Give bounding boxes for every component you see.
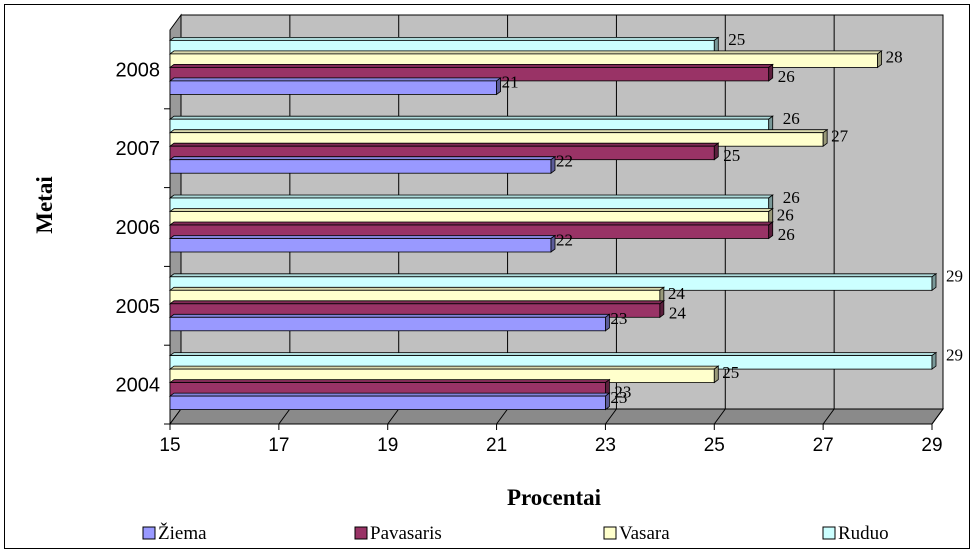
x-tick-label: 25 xyxy=(704,435,725,456)
legend-label: Ruduo xyxy=(838,523,889,544)
legend-swatch xyxy=(354,526,368,540)
bar-end xyxy=(550,155,556,174)
bar-top xyxy=(168,156,557,161)
bar-top xyxy=(168,221,774,226)
data-label: 26 xyxy=(778,225,795,244)
data-label: 26 xyxy=(783,188,800,207)
bar xyxy=(169,316,606,332)
bar-end xyxy=(713,365,719,384)
bar-end xyxy=(605,313,610,332)
legend-label: Vasara xyxy=(619,523,670,544)
bar-top xyxy=(168,37,720,41)
bar-top xyxy=(168,50,883,55)
bar-end xyxy=(931,272,937,292)
bar-end xyxy=(822,128,828,147)
legend-label: Pavasaris xyxy=(370,523,442,544)
x-tick-label: 23 xyxy=(595,435,616,456)
x-tick-label: 29 xyxy=(921,435,942,456)
bar-end xyxy=(496,77,501,96)
bar-top xyxy=(168,194,774,199)
bar-end xyxy=(550,234,556,253)
bar-top xyxy=(168,392,611,397)
data-label: 26 xyxy=(777,205,794,224)
gridline-floor xyxy=(387,408,400,425)
bar xyxy=(169,238,552,253)
legend-swatch xyxy=(603,526,617,540)
data-label: 28 xyxy=(886,48,903,67)
bar-top xyxy=(168,142,720,147)
legend-swatch xyxy=(142,526,156,540)
bar-top xyxy=(168,64,774,68)
bar-top xyxy=(168,365,720,370)
bar-end xyxy=(877,50,882,69)
x-tick-label: 21 xyxy=(486,435,507,456)
bar-end xyxy=(605,392,610,411)
data-label: 23 xyxy=(610,388,627,407)
legend-swatch xyxy=(822,526,836,540)
legend-label: Žiema xyxy=(158,522,207,544)
bar-top xyxy=(168,129,829,134)
bar-end xyxy=(713,142,719,161)
x-tick-label: 17 xyxy=(268,435,289,456)
y-category-label: 2005 xyxy=(116,296,161,318)
gridline-floor xyxy=(713,408,726,425)
x-tick-label: 27 xyxy=(813,435,834,456)
x-tick-label: 15 xyxy=(159,435,180,456)
data-label: 24 xyxy=(669,304,687,323)
bar-end xyxy=(931,351,937,370)
y-category-label: 2007 xyxy=(116,138,161,160)
bar-end xyxy=(659,299,665,319)
x-tick-label: 19 xyxy=(377,435,398,456)
data-label: 25 xyxy=(723,146,740,165)
bar-top xyxy=(168,379,611,384)
data-label: 26 xyxy=(778,67,795,86)
bar-end xyxy=(768,221,774,240)
y-category-label: 2008 xyxy=(116,59,161,81)
data-label: 25 xyxy=(728,30,745,49)
bar-top xyxy=(168,352,938,357)
data-label: 23 xyxy=(614,382,631,401)
data-label: 22 xyxy=(556,151,573,170)
data-label: 22 xyxy=(556,230,573,249)
data-label: 25 xyxy=(722,363,739,382)
gridline-floor xyxy=(822,408,835,425)
gridline-floor xyxy=(605,408,617,425)
bar-top xyxy=(168,273,938,278)
data-label: 27 xyxy=(831,126,849,145)
y-category-label: 2006 xyxy=(116,217,161,239)
y-axis-title: Metai xyxy=(32,176,57,234)
bar-top xyxy=(168,77,502,82)
data-label: 21 xyxy=(502,73,519,92)
bar-top xyxy=(168,208,774,212)
bar-top xyxy=(168,313,611,318)
bar-end xyxy=(768,63,774,82)
bar xyxy=(169,395,606,411)
data-label: 24 xyxy=(668,284,686,303)
bar-top xyxy=(168,235,557,239)
bar-top xyxy=(168,115,774,120)
y-category-label: 2004 xyxy=(116,375,161,397)
bar-top xyxy=(168,286,666,291)
gridline-floor xyxy=(496,408,508,425)
data-label: 23 xyxy=(610,309,627,328)
bar-top xyxy=(168,300,666,305)
data-label: 29 xyxy=(946,267,963,286)
x-axis-title: Procentai xyxy=(507,485,602,510)
gridline-floor xyxy=(931,408,944,425)
data-label: 29 xyxy=(946,345,963,364)
bar xyxy=(169,80,497,95)
bar xyxy=(169,159,552,174)
gridline-floor xyxy=(278,408,291,425)
floor xyxy=(169,408,944,425)
data-label: 26 xyxy=(783,109,800,128)
